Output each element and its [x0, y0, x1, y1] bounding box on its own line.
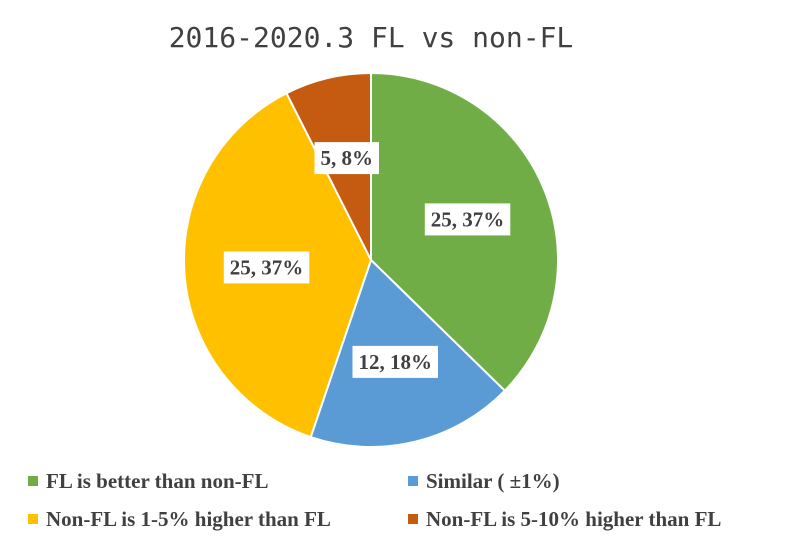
- data-label-box: [314, 142, 379, 175]
- legend: FL is better than non-FL Similar ( ±1%) …: [28, 462, 788, 538]
- data-label: 25, 37%: [424, 203, 511, 236]
- legend-label: Non-FL is 5-10% higher than FL: [426, 506, 722, 531]
- legend-swatch: [28, 514, 38, 524]
- legend-swatch: [408, 476, 418, 486]
- legend-item-nonfl-1-5: Non-FL is 1-5% higher than FL: [28, 507, 408, 532]
- legend-label: Non-FL is 1-5% higher than FL: [46, 506, 331, 531]
- legend-label: FL is better than non-FL: [46, 468, 269, 493]
- legend-item-similar: Similar ( ±1%): [408, 469, 560, 494]
- data-label-box: [352, 345, 438, 378]
- legend-row-2: Non-FL is 1-5% higher than FL Non-FL is …: [28, 500, 788, 538]
- data-label-text: 25, 37%: [431, 207, 505, 231]
- data-labels: 25, 37% 12, 18% 25, 37% 5, 8%: [223, 142, 511, 378]
- legend-label: Similar ( ±1%): [426, 468, 560, 493]
- chart-title: 2016-2020.3 FL vs non-FL: [169, 21, 574, 54]
- data-label-box: [424, 203, 511, 236]
- data-label-text: 25, 37%: [230, 255, 304, 279]
- data-label: 25, 37%: [223, 251, 310, 284]
- data-label-text: 5, 8%: [320, 146, 373, 170]
- legend-swatch: [28, 476, 38, 486]
- data-label-text: 12, 18%: [359, 350, 433, 374]
- data-label: 12, 18%: [352, 345, 438, 378]
- legend-item-fl-better: FL is better than non-FL: [28, 469, 408, 494]
- legend-row-1: FL is better than non-FL Similar ( ±1%): [28, 462, 788, 500]
- legend-item-nonfl-5-10: Non-FL is 5-10% higher than FL: [408, 507, 721, 532]
- data-label: 5, 8%: [314, 142, 379, 175]
- legend-swatch: [408, 514, 418, 524]
- data-label-box: [223, 251, 310, 284]
